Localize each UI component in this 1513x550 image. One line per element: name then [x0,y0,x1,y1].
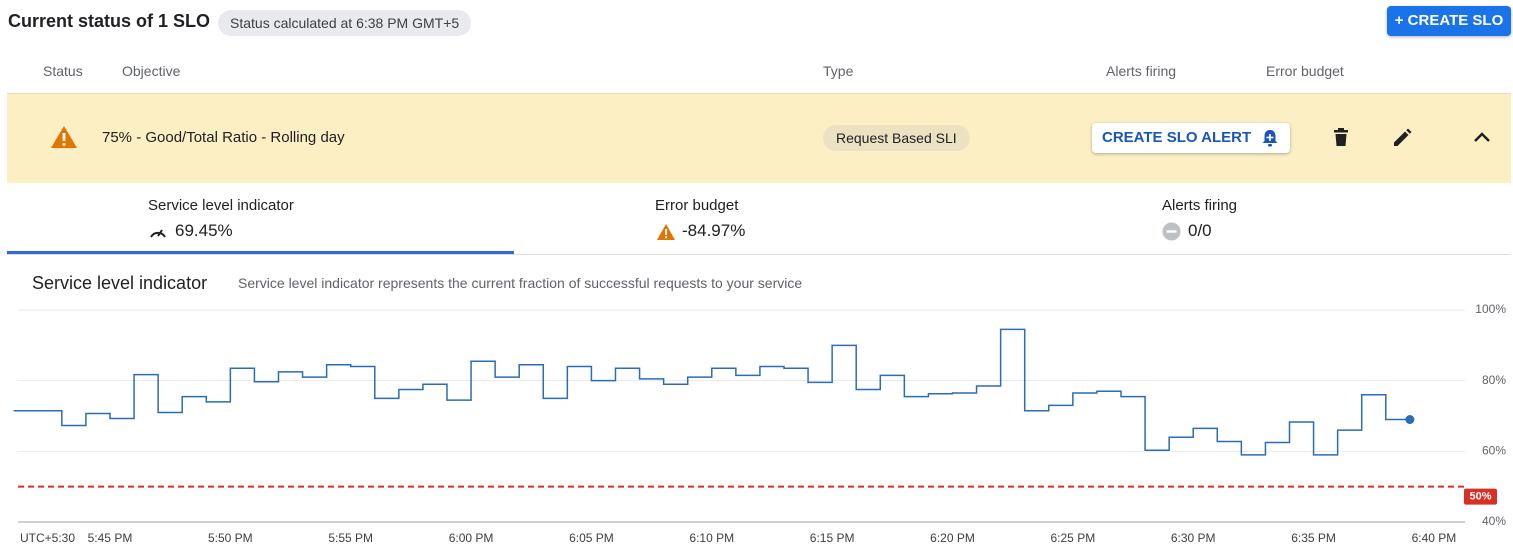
x-tick-label: 5:50 PM [208,531,253,545]
x-tick-label: 6:20 PM [930,531,975,545]
active-tab-indicator [7,251,514,254]
slo-objective: 75% - Good/Total Ratio - Rolling day [102,129,345,146]
chart-title: Service level indicator [32,273,208,293]
tab-label[interactable]: Error budget [655,197,739,214]
warning-icon [657,224,675,240]
gauge-icon [150,229,166,238]
x-tick-label: 6:35 PM [1291,531,1336,545]
chart: 40% 60% 80% 100% UTC+5:30 5:45 PM 5:50 PM 5:55 … [13,302,1506,545]
tab-value: 0/0 [1188,221,1212,240]
status-icon [1162,222,1181,241]
x-tick-label: 6:15 PM [810,531,855,545]
chart-subtitle: Service level indicator represents the c… [238,275,803,291]
y-tick-label: 40% [1482,514,1506,528]
tab-bar [7,183,1511,255]
x-tick-label: 5:55 PM [328,531,373,545]
y-tick-label: 80% [1482,373,1506,387]
collapse-icon[interactable] [1472,130,1492,144]
tab-value: 69.45% [175,221,233,240]
page-title: Current status of 1 SLO [8,11,211,31]
type-chip: Request Based SLI [823,125,970,151]
x-tick-label: 6:30 PM [1171,531,1216,545]
y-tick-label: 60% [1482,444,1506,458]
column-header: Error budget [1266,63,1344,79]
tab-value: -84.97% [682,221,746,240]
create-slo-button[interactable]: + CREATE SLO [1387,6,1511,36]
column-header: Alerts firing [1106,63,1177,79]
x-axis-label: UTC+5:30 [20,531,75,545]
column-header: Type [823,63,854,79]
y-tick-label: 100% [1475,302,1506,316]
x-tick-label: 5:45 PM [88,531,133,545]
last-point [1405,415,1415,425]
delete-icon[interactable] [1332,128,1350,148]
x-tick-label: 6:40 PM [1412,531,1457,545]
x-tick-label: 6:05 PM [569,531,614,545]
button-label: CREATE SLO ALERT [1102,129,1252,146]
threshold-label: 50% [1469,491,1491,503]
tab-label[interactable]: Alerts firing [1162,197,1238,214]
sli-line [13,328,1410,456]
column-header: Objective [122,63,181,79]
x-tick-label: 6:25 PM [1051,531,1096,545]
x-tick-label: 6:00 PM [449,531,494,545]
status-chip: Status calculated at 6:38 PM GMT+5 [218,10,472,36]
edit-icon[interactable] [1392,128,1412,148]
column-header: Status [43,63,83,79]
x-tick-label: 6:10 PM [689,531,734,545]
bell-icon [1262,130,1278,147]
threshold-badge [1464,488,1497,505]
create-alert-button[interactable]: CREATE SLO ALERT [1092,123,1290,153]
tab-label[interactable]: Service level indicator [148,197,294,214]
warning-icon [51,126,77,148]
